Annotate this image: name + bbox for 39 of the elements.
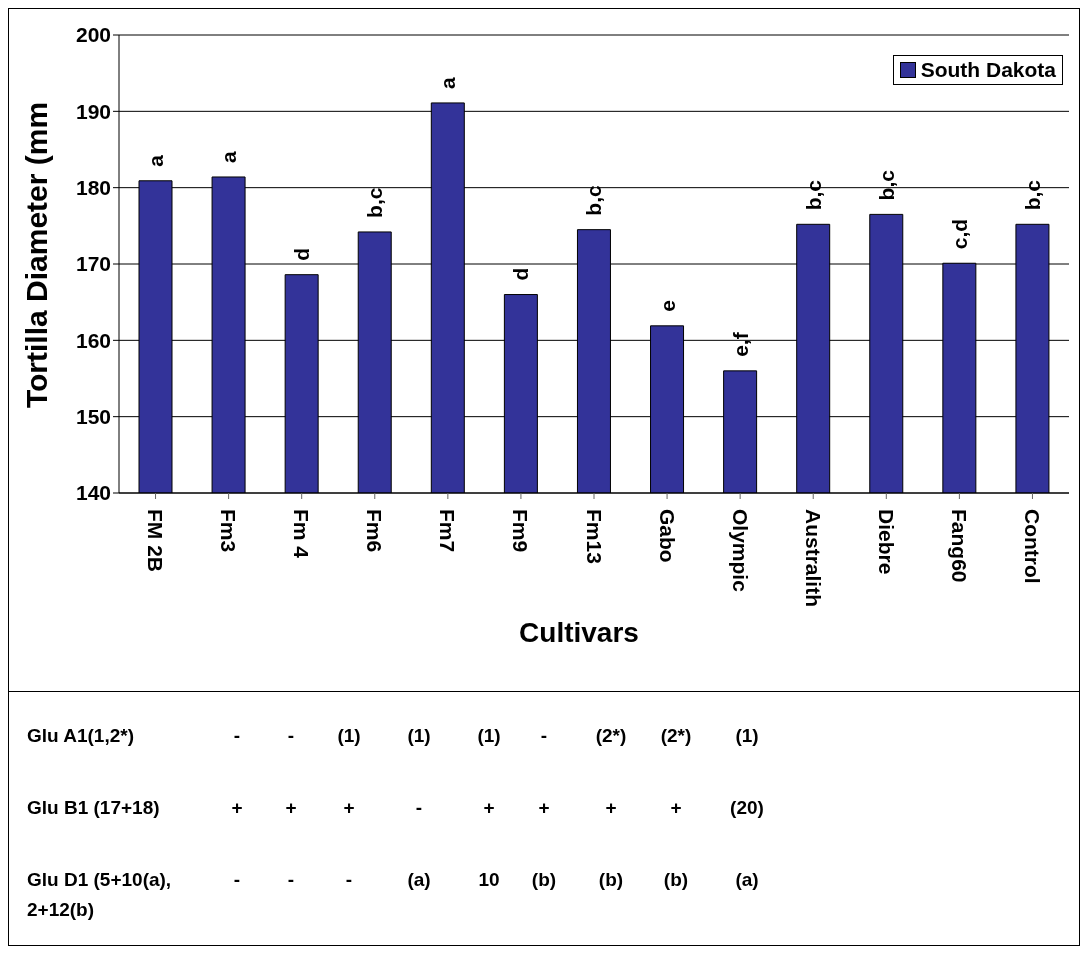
x-tick-label: FM 2B xyxy=(144,509,168,572)
y-tick-label: 170 xyxy=(75,252,111,276)
data-label: c,d xyxy=(947,218,971,250)
y-tick-label: 160 xyxy=(75,328,111,352)
text: Glu D1 (5+10(a), 2+12(b) - - - (a) 10 (b) (b) (b) (a) xyxy=(27,869,759,920)
data-label: b,c xyxy=(1020,179,1044,211)
text: Glu B1 (17+18) + + + - + + + + (20) xyxy=(27,797,764,818)
data-label: d xyxy=(290,247,314,261)
x-tick-label: Fang60 xyxy=(947,509,971,583)
data-label: d xyxy=(509,267,533,281)
data-label: b,c xyxy=(801,179,825,211)
y-tick-label: 140 xyxy=(75,481,111,505)
x-tick-label: Control xyxy=(1020,509,1044,584)
data-label: a xyxy=(436,76,460,89)
x-tick-label: Fm13 xyxy=(582,509,606,564)
x-tick-label: Fm3 xyxy=(217,509,241,553)
y-tick-label: 180 xyxy=(75,176,111,200)
y-tick-label: 200 xyxy=(75,23,111,47)
data-label: e,f xyxy=(728,331,752,357)
data-label: b,c xyxy=(363,187,387,218)
x-tick-label: Fm 4 xyxy=(290,509,314,559)
y-axis-title: Tortilla Diameter (mm xyxy=(20,101,54,409)
x-tick-label: Fm9 xyxy=(509,509,533,553)
data-label: b,c xyxy=(874,169,898,201)
y-tick-label: 190 xyxy=(75,99,111,123)
x-tick-label: Diebre xyxy=(874,509,898,575)
data-label: e xyxy=(655,300,679,312)
x-tick-label: Gabo xyxy=(655,509,679,563)
y-tick-label: 150 xyxy=(75,405,111,429)
legend-label: South Dakota xyxy=(919,58,1056,82)
x-tick-label: Australith xyxy=(801,509,825,608)
x-tick-label: Fm6 xyxy=(363,509,387,553)
data-label: a xyxy=(144,154,167,167)
x-tick-label: Fm7 xyxy=(436,509,460,553)
text: Glu A1(1,2*) - - (1) (1) (1) - (2*) (2*) (1) xyxy=(27,725,759,746)
x-tick-label: Olympic xyxy=(728,509,752,593)
x-axis-title: Cultivars xyxy=(518,617,640,649)
data-label: a xyxy=(217,150,241,163)
data-label: b,c xyxy=(582,184,606,216)
